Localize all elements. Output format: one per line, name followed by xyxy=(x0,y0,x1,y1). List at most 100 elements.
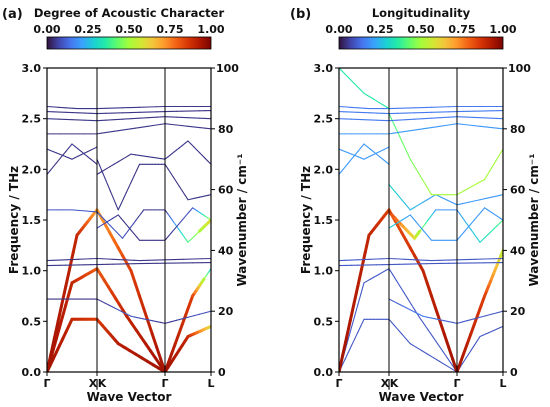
x-tick-label: L xyxy=(499,377,506,390)
branch-segment xyxy=(104,177,109,186)
branch-segment xyxy=(462,342,469,355)
branch-segment xyxy=(422,322,429,331)
branch-segment xyxy=(184,304,191,317)
branch-segment xyxy=(462,217,467,223)
branch-segment xyxy=(379,149,384,153)
branch-segment xyxy=(385,106,390,110)
branch-segment xyxy=(167,231,173,237)
branch-segment xyxy=(415,346,423,352)
phonon-branch xyxy=(339,143,390,175)
branch-segment xyxy=(424,219,429,225)
branch-segment xyxy=(160,321,166,324)
branch-segment xyxy=(363,157,368,160)
branch-segment xyxy=(435,318,441,321)
branch-segment xyxy=(391,321,395,326)
branch-segment xyxy=(155,345,163,361)
branch-segment xyxy=(125,186,130,194)
phonon-branch xyxy=(96,298,211,324)
branch-segment xyxy=(52,151,57,154)
branch-segment xyxy=(428,196,434,200)
branch-segment xyxy=(426,316,433,319)
branch-segment xyxy=(477,211,482,217)
branch-segment xyxy=(399,135,403,143)
branch-segment xyxy=(363,92,368,96)
branch-segment xyxy=(181,233,186,239)
branch-segment xyxy=(104,166,111,170)
x-tick-label: X xyxy=(381,377,390,390)
branch-segment xyxy=(341,358,346,366)
branch-segment xyxy=(363,280,368,284)
y2-tick-label: 80 xyxy=(218,123,234,136)
branch-segment xyxy=(467,349,472,355)
branch-segment xyxy=(473,215,479,221)
branch-segment xyxy=(388,119,399,122)
branch-segment xyxy=(174,223,180,229)
phonon-branch xyxy=(95,317,167,372)
branch-segment xyxy=(482,236,487,241)
branch-segment xyxy=(490,195,498,198)
branch-segment xyxy=(417,171,422,178)
branch-segment xyxy=(77,154,82,157)
branch-segment xyxy=(366,155,371,159)
band-structure-plot xyxy=(339,68,503,372)
x-tick-label: X xyxy=(89,377,98,390)
branch-segment xyxy=(432,209,437,214)
branch-segment xyxy=(170,151,175,156)
branch-segment xyxy=(404,202,409,208)
branch-segment xyxy=(126,313,132,317)
branch-segment xyxy=(470,184,475,188)
branch-segment xyxy=(52,162,57,168)
branch-segment xyxy=(147,125,153,127)
branch-segment xyxy=(413,118,424,120)
branch-segment xyxy=(74,145,79,150)
branch-segment xyxy=(49,336,56,357)
branch-segment xyxy=(485,126,493,129)
branch-segment xyxy=(347,76,353,82)
phonon-branch xyxy=(47,317,99,372)
branch-segment xyxy=(392,300,399,304)
branch-segment xyxy=(388,268,394,276)
branch-segment xyxy=(422,180,427,187)
branch-segment xyxy=(126,128,132,130)
branch-segment xyxy=(181,125,189,127)
branch-segment xyxy=(485,313,493,317)
branch-segment xyxy=(404,147,409,155)
branch-segment xyxy=(341,166,346,172)
branch-segment xyxy=(415,167,419,174)
branch-segment xyxy=(83,151,89,154)
branch-segment xyxy=(113,307,119,311)
x-axis: Γ X K Γ L | xyxy=(43,372,215,390)
branch-segment xyxy=(430,317,437,320)
branch-segment xyxy=(421,223,426,229)
colorbar-tick: 0.50 xyxy=(407,23,434,36)
branch-segment xyxy=(175,147,180,151)
branch-segment xyxy=(442,350,448,359)
branch-segment xyxy=(100,300,107,304)
branch-segment xyxy=(190,236,195,241)
branch-segment xyxy=(476,237,481,243)
branch-segment xyxy=(496,310,503,314)
branch-segment xyxy=(495,156,499,162)
branch-segment xyxy=(107,183,111,192)
branch-segment xyxy=(173,177,178,183)
phonon-branch xyxy=(47,143,98,175)
branch-segment xyxy=(418,315,425,324)
branch-segment xyxy=(407,297,412,305)
phonon-branch xyxy=(339,257,503,262)
branch-segment xyxy=(470,344,475,351)
y2-tick-label: 0 xyxy=(218,366,226,379)
branch-segment xyxy=(462,123,470,126)
x-tick-label: L xyxy=(207,377,214,390)
branch-segment xyxy=(133,169,138,177)
panel-a: (a) Degree of Acoustic Character 0.00 0.… xyxy=(2,6,249,404)
branch-segment xyxy=(399,285,405,294)
phonon-branch xyxy=(388,268,458,372)
branch-segment xyxy=(347,152,353,155)
branch-segment xyxy=(178,144,183,149)
branch-segment xyxy=(347,345,353,353)
branch-segment xyxy=(363,233,371,254)
branch-segment xyxy=(109,190,114,198)
branch-segment xyxy=(124,230,129,236)
phonon-branch xyxy=(47,209,98,213)
branch-segment xyxy=(427,216,431,222)
